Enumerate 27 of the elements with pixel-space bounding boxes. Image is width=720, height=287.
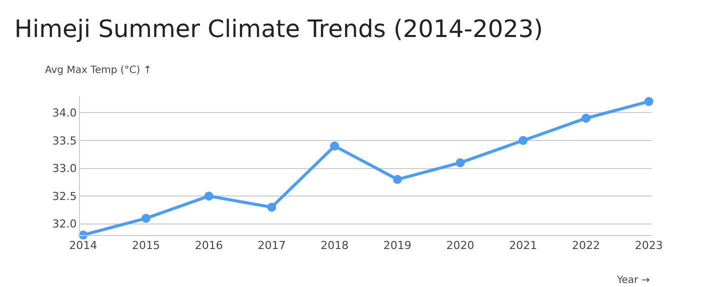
point [330,142,340,151]
point [267,202,276,212]
point [392,174,402,184]
x-tick-label: 2022 [572,239,600,252]
y-tick-label: 32.0 [52,218,77,231]
point [456,158,465,168]
y-tick-label: 33.5 [52,134,77,148]
point [142,214,150,223]
point [582,114,590,123]
y-tick-label: 33.0 [52,162,77,176]
y-axis-title: Avg Max Temp (°C) ↑ [45,65,152,76]
y-tick-label: 32.5 [52,190,77,203]
x-tick-label: 2015 [132,239,160,252]
x-tick-label: 2021 [509,239,538,252]
point [204,192,214,201]
x-tick-label: 2020 [446,239,474,252]
point [518,136,528,145]
x-tick-label: 2023 [634,239,663,252]
chart-title: Himeji Summer Climate Trends (2014-2023) [14,14,544,43]
y-tick-label: 34.0 [52,106,77,120]
x-tick-label: 2018 [320,239,349,252]
point [644,97,654,106]
x-axis-title: Year → [616,275,650,286]
x-tick-label: 2014 [69,239,98,252]
x-tick-label: 2016 [194,239,223,252]
x-tick-label: 2017 [258,239,286,252]
x-tick-label: 2019 [383,239,412,252]
